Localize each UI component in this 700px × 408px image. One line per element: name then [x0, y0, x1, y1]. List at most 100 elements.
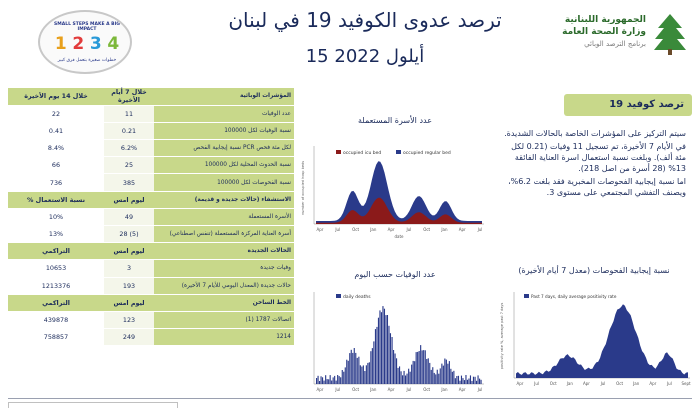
death-bar: [420, 345, 422, 384]
death-bar: [331, 380, 333, 384]
report-date: 15 أيلول 2022: [305, 46, 425, 67]
x-tick-label: Apr: [517, 381, 524, 386]
cell-indicator: عدد الوفيات: [154, 105, 294, 123]
death-bar: [343, 371, 345, 384]
death-bar: [325, 375, 327, 384]
beds-regular-area: [316, 161, 482, 224]
deaths-x-ticks: Apr Jul Oct Jan Apr Jul Oct Jan Apr Jul: [317, 387, 483, 392]
death-bar: [441, 363, 443, 384]
col-header-yesterday: ليوم امس: [104, 191, 154, 209]
positivity-area-shape: [516, 304, 688, 378]
death-bar: [412, 360, 414, 384]
col-header-usage: % نسبة الاستعمال: [8, 191, 104, 209]
death-bar: [374, 329, 377, 384]
covid-summary-title: ترصد كوفيد 19: [609, 99, 684, 110]
summary-paragraph: في الأيام 7 الأخيرة، تم تسجيل 11 وفيات (…: [511, 142, 686, 173]
death-bar: [465, 375, 467, 384]
death-bar: [394, 353, 396, 384]
cell-indicator: نسبة الفحوصات لكل 100000: [154, 173, 294, 192]
death-bar: [409, 371, 411, 384]
cell-value: 0.21: [104, 122, 154, 141]
death-bar: [370, 351, 372, 384]
x-tick-label: Oct: [423, 387, 430, 392]
cell-value: 25: [104, 156, 154, 175]
legend-regular-label: occupied regular bed: [403, 150, 451, 156]
logo-slogan-top: SMALL STEPS MAKE A BIG IMPACT: [54, 22, 120, 32]
table-row: 66 25 نسبة الحدوث المحلية لكل 100000: [8, 156, 294, 175]
x-tick-label: Jan: [369, 387, 377, 392]
death-bar: [335, 380, 337, 384]
death-bar: [472, 376, 475, 384]
cell-value: 10653: [8, 259, 104, 278]
cedar-logo-icon: [654, 14, 686, 55]
death-bar: [435, 374, 437, 384]
death-bar: [393, 350, 395, 384]
death-bar: [453, 370, 455, 384]
legend-deaths-swatch: [336, 294, 341, 298]
death-bar: [451, 371, 453, 384]
summary-paragraph: سيتم التركيز على المؤشرات الخاصة بالحالا…: [504, 129, 686, 138]
death-bar: [436, 369, 438, 384]
death-bar: [355, 352, 357, 384]
cell-indicator: نسبة الحدوث المحلية لكل 100000: [154, 156, 294, 175]
x-tick-label: Jan: [440, 227, 448, 232]
death-bar: [450, 368, 452, 384]
death-bar: [405, 375, 407, 384]
page-title: ترصد عدوى الكوفيد 19 في لبنان: [228, 8, 502, 32]
cell-value: 736: [8, 173, 104, 192]
ministry-name: الجمهورية اللبنانية وزارة الصحة العامة ب…: [538, 14, 646, 50]
death-bar: [346, 359, 348, 384]
cell-value: 385: [104, 173, 154, 192]
x-tick-label: Apr: [317, 387, 324, 392]
death-bar: [385, 315, 387, 384]
death-bar: [344, 367, 346, 384]
footer-box: [8, 402, 178, 408]
col-header-14d: خلال 14 يوم الأخيرة: [8, 88, 104, 106]
death-bar: [406, 373, 408, 384]
death-bar: [423, 350, 425, 384]
legend-icu-label: occupied icu bed: [343, 150, 381, 156]
cell-indicator: الأسرة المستعملة: [154, 208, 294, 227]
cell-value: 8.4%: [8, 139, 104, 158]
x-axis-label: date: [394, 234, 404, 239]
death-bar: [383, 308, 386, 384]
death-bar: [337, 375, 339, 384]
death-bar: [418, 351, 420, 384]
legend-regular-swatch: [396, 150, 401, 154]
cell-value: 49: [104, 208, 154, 227]
col-header-indicator: المؤشرات الوبائية: [154, 88, 294, 106]
report-header: SMALL STEPS MAKE A BIG IMPACT 1 2 3 4 خط…: [0, 0, 700, 84]
table-row: 758857 249 1214: [8, 328, 294, 347]
x-tick-label: Jan: [632, 381, 640, 386]
death-bar: [442, 365, 444, 384]
ministry-line-3: برنامج الترصد الوبائي: [584, 40, 646, 48]
section-header-hotline: الخط الساخن: [154, 294, 294, 312]
col-header-cumulative: التراكمي: [8, 294, 104, 312]
footer-divider: [8, 398, 692, 399]
death-bar: [408, 368, 410, 384]
table-row: 22 11 عدد الوفيات: [8, 105, 294, 123]
death-bar: [365, 365, 367, 384]
death-bar: [373, 341, 375, 384]
covid-summary-header: ترصد كوفيد 19: [564, 94, 692, 116]
deaths-bars: [316, 306, 482, 384]
cell-value: 758857: [8, 328, 104, 347]
death-bar: [459, 380, 461, 384]
cell-value: 10%: [8, 208, 104, 227]
death-bar: [447, 363, 449, 384]
cell-value: 123: [104, 311, 154, 330]
cell-indicator: اتصالات 1787 (1): [154, 311, 294, 330]
death-bar: [471, 380, 473, 384]
death-bar: [439, 368, 441, 384]
icu-bed-area: [316, 197, 482, 224]
logo-digit: 2: [72, 34, 85, 54]
death-bar: [430, 369, 432, 384]
death-bar: [463, 380, 466, 384]
cell-value: 3: [104, 259, 154, 278]
col-header-yesterday: ليوم امس: [104, 294, 154, 312]
death-bar: [388, 325, 390, 384]
x-tick-label: Apr: [388, 227, 395, 232]
col-header-yesterday: ليوم امس: [104, 242, 154, 261]
death-bar: [411, 364, 413, 384]
death-bar: [379, 310, 381, 384]
